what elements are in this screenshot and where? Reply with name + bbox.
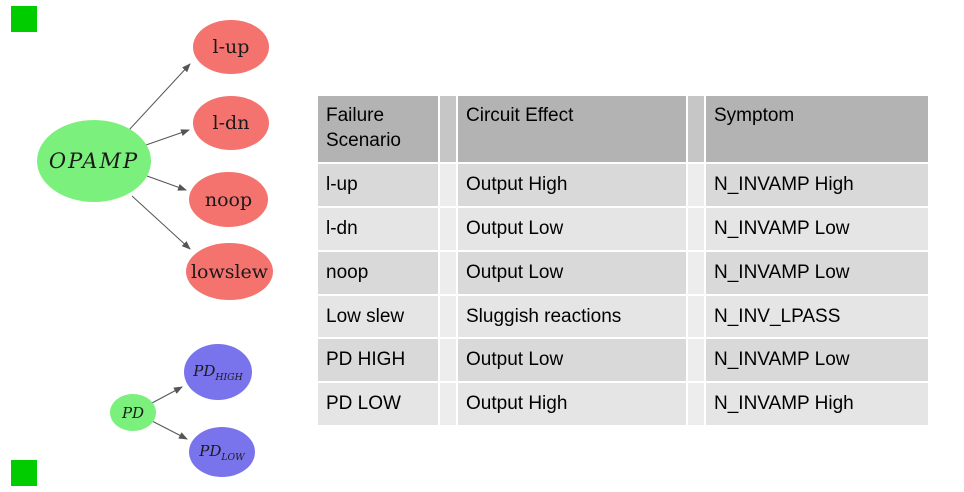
cell-symptom: N_INVAMP Low — [706, 339, 928, 382]
cell-effect: Output High — [458, 383, 686, 425]
cell-scenario: PD HIGH — [318, 339, 438, 382]
cell-spacer — [688, 383, 704, 425]
cell-spacer — [688, 295, 704, 338]
table-row-low-slew: Low slew Sluggish reactions N_INV_LPASS — [318, 295, 928, 338]
node-l-dn-label: l-dn — [212, 112, 250, 134]
cell-effect: Output High — [458, 164, 686, 207]
node-pd-low-label: PDLOW — [199, 441, 245, 463]
node-lowslew-label: lowslew — [190, 260, 269, 283]
table-row-pd-high: PD HIGH Output Low N_INVAMP Low — [318, 339, 928, 382]
header-failure-scenario: Failure Scenario — [318, 96, 438, 163]
cell-effect: Output Low — [458, 251, 686, 294]
cell-symptom: N_INVAMP High — [706, 383, 928, 425]
cell-spacer — [440, 339, 456, 382]
node-l-dn: l-dn — [193, 96, 269, 150]
header-symptom: Symptom — [706, 96, 928, 163]
cell-spacer — [440, 251, 456, 294]
table-header-row: Failure Scenario Circuit Effect Symptom — [318, 96, 928, 163]
node-l-up-label: l-up — [212, 36, 250, 58]
cell-scenario: noop — [318, 251, 438, 294]
arrow-opamp-to-lowslew — [131, 195, 191, 250]
header-spacer-2 — [688, 96, 704, 163]
node-l-up: l-up — [193, 20, 269, 74]
node-pd-label: PD — [121, 403, 145, 422]
failure-scenario-table: Failure Scenario Circuit Effect Symptom … — [316, 94, 930, 427]
node-opamp-label: OPAMP — [48, 149, 140, 173]
cell-spacer — [440, 208, 456, 250]
node-opamp: OPAMP — [37, 120, 151, 202]
cell-symptom: N_INV_LPASS — [706, 295, 928, 338]
cell-spacer — [688, 339, 704, 382]
arrow-pd-to-pdlow — [151, 420, 188, 440]
arrow-opamp-to-ldn — [145, 129, 190, 146]
cell-symptom: N_INVAMP High — [706, 164, 928, 207]
table-row-noop: noop Output Low N_INVAMP Low — [318, 251, 928, 294]
cell-spacer — [688, 164, 704, 207]
table-row-pd-low: PD LOW Output High N_INVAMP High — [318, 383, 928, 425]
node-pd: PD — [110, 394, 156, 431]
cell-spacer — [440, 164, 456, 207]
arrow-pd-to-pdhigh — [151, 386, 183, 404]
cell-effect: Output Low — [458, 339, 686, 382]
cell-spacer — [440, 383, 456, 425]
cell-spacer — [440, 295, 456, 338]
node-lowslew: lowslew — [186, 243, 273, 300]
cell-scenario: l-dn — [318, 208, 438, 250]
cell-effect: Sluggish reactions — [458, 295, 686, 338]
cell-spacer — [688, 251, 704, 294]
node-pd-high: PDHIGH — [184, 344, 252, 400]
corner-decoration-top — [11, 6, 37, 32]
node-pd-low: PDLOW — [189, 427, 255, 477]
cell-scenario: l-up — [318, 164, 438, 207]
corner-decoration-bottom — [11, 460, 37, 486]
cell-symptom: N_INVAMP Low — [706, 208, 928, 250]
cell-symptom: N_INVAMP Low — [706, 251, 928, 294]
cell-spacer — [688, 208, 704, 250]
cell-effect: Output Low — [458, 208, 686, 250]
cell-scenario: PD LOW — [318, 383, 438, 425]
node-noop-label: noop — [204, 188, 253, 211]
node-noop: noop — [189, 172, 268, 227]
arrow-opamp-to-lup — [128, 63, 191, 131]
header-spacer-1 — [440, 96, 456, 163]
header-circuit-effect: Circuit Effect — [458, 96, 686, 163]
cell-scenario: Low slew — [318, 295, 438, 338]
arrow-opamp-to-noop — [146, 175, 187, 191]
node-pd-high-label: PDHIGH — [193, 361, 243, 383]
diagram-arrows — [128, 63, 191, 440]
table-row-l-up: l-up Output High N_INVAMP High — [318, 164, 928, 207]
table-row-l-dn: l-dn Output Low N_INVAMP Low — [318, 208, 928, 250]
fault-tree-diagram: OPAMP l-up l-dn noop lowslew PD PDHIGH P… — [0, 0, 320, 492]
